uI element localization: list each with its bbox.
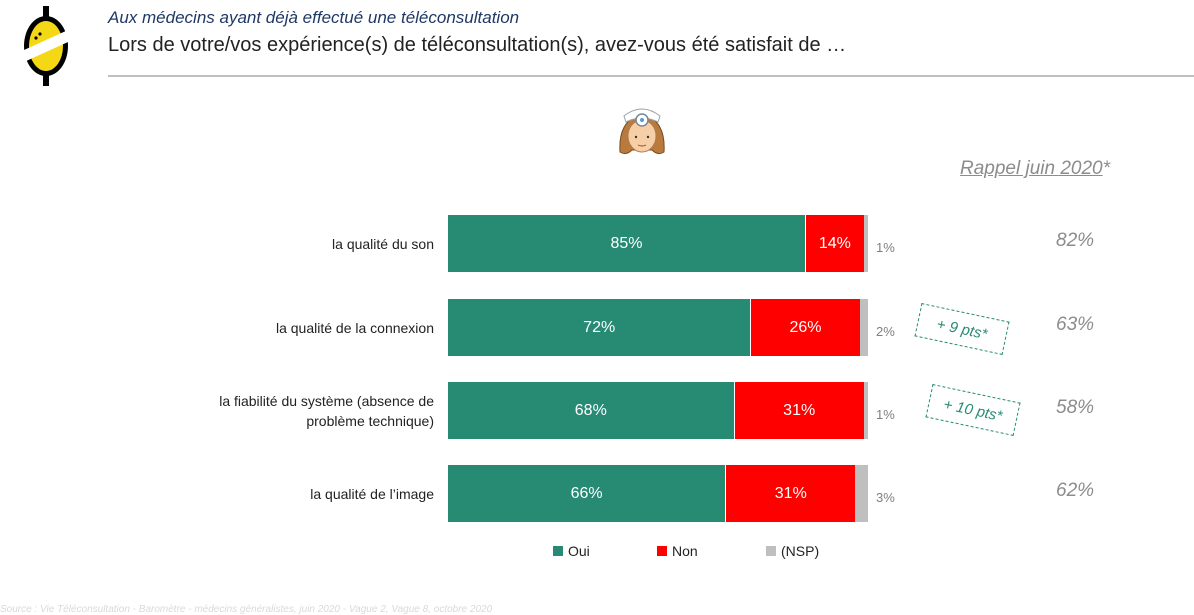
recall-header-asterisk: * bbox=[1102, 158, 1111, 179]
recall-header: Rappel juin 2020* bbox=[960, 158, 1110, 180]
legend-item-nsp: (NSP) bbox=[766, 543, 819, 559]
category-label: la qualité du son bbox=[332, 235, 434, 252]
recall-value: 62% bbox=[1056, 480, 1095, 501]
bar-segment-oui: 66% bbox=[448, 465, 726, 522]
bar-segment-non: 31% bbox=[725, 465, 856, 522]
evolution-badge: + 10 pts* bbox=[925, 384, 1021, 436]
legend-swatch-nsp bbox=[766, 546, 776, 556]
source-footnote: Source : Vie Téléconsultation - Baromètr… bbox=[0, 604, 493, 615]
category-label: la qualité de l’image bbox=[310, 485, 434, 502]
doctor-avatar-icon bbox=[619, 108, 665, 155]
recall-value: 58% bbox=[1056, 397, 1095, 418]
legend-label-non: Non bbox=[672, 543, 698, 559]
question-subtitle: Aux médecins ayant déjà effectué une tél… bbox=[108, 8, 520, 27]
legend-item-oui: Oui bbox=[553, 543, 590, 559]
question-title: Lors de votre/vos expérience(s) de téléc… bbox=[108, 34, 847, 56]
bar-segment-oui: 85% bbox=[448, 215, 805, 272]
bar-segment-non: 26% bbox=[750, 299, 860, 356]
logo-icon bbox=[24, 6, 68, 86]
nsp-value-label: 1% bbox=[876, 240, 895, 255]
evolution-badge: + 9 pts* bbox=[914, 303, 1010, 355]
title-divider bbox=[108, 75, 1194, 77]
bar-segment-non: 31% bbox=[733, 382, 864, 439]
bar-segment-oui: 72% bbox=[448, 299, 751, 356]
nsp-value-label: 2% bbox=[876, 324, 895, 339]
bar-segment-nsp bbox=[863, 215, 868, 272]
legend-label-oui: Oui bbox=[568, 543, 590, 559]
nsp-value-label: 1% bbox=[876, 407, 895, 422]
recall-value: 63% bbox=[1056, 314, 1095, 335]
legend-swatch-oui bbox=[553, 546, 563, 556]
nsp-value-label: 3% bbox=[876, 490, 895, 505]
bar-segment-nsp bbox=[859, 299, 868, 356]
recall-value: 82% bbox=[1056, 230, 1095, 251]
category-label: la qualité de la connexion bbox=[275, 319, 434, 336]
legend-swatch-non bbox=[657, 546, 667, 556]
bar-segment-nsp bbox=[863, 382, 868, 439]
bar-segment-non: 14% bbox=[805, 215, 864, 272]
bar-segment-oui: 68% bbox=[448, 382, 734, 439]
legend-item-non: Non bbox=[657, 543, 698, 559]
recall-header-label: Rappel juin 2020 bbox=[960, 158, 1103, 179]
legend-label-nsp: (NSP) bbox=[781, 543, 820, 559]
category-label: la fiabilité du système (absence de prob… bbox=[219, 392, 434, 429]
bar-segment-nsp bbox=[855, 465, 868, 522]
